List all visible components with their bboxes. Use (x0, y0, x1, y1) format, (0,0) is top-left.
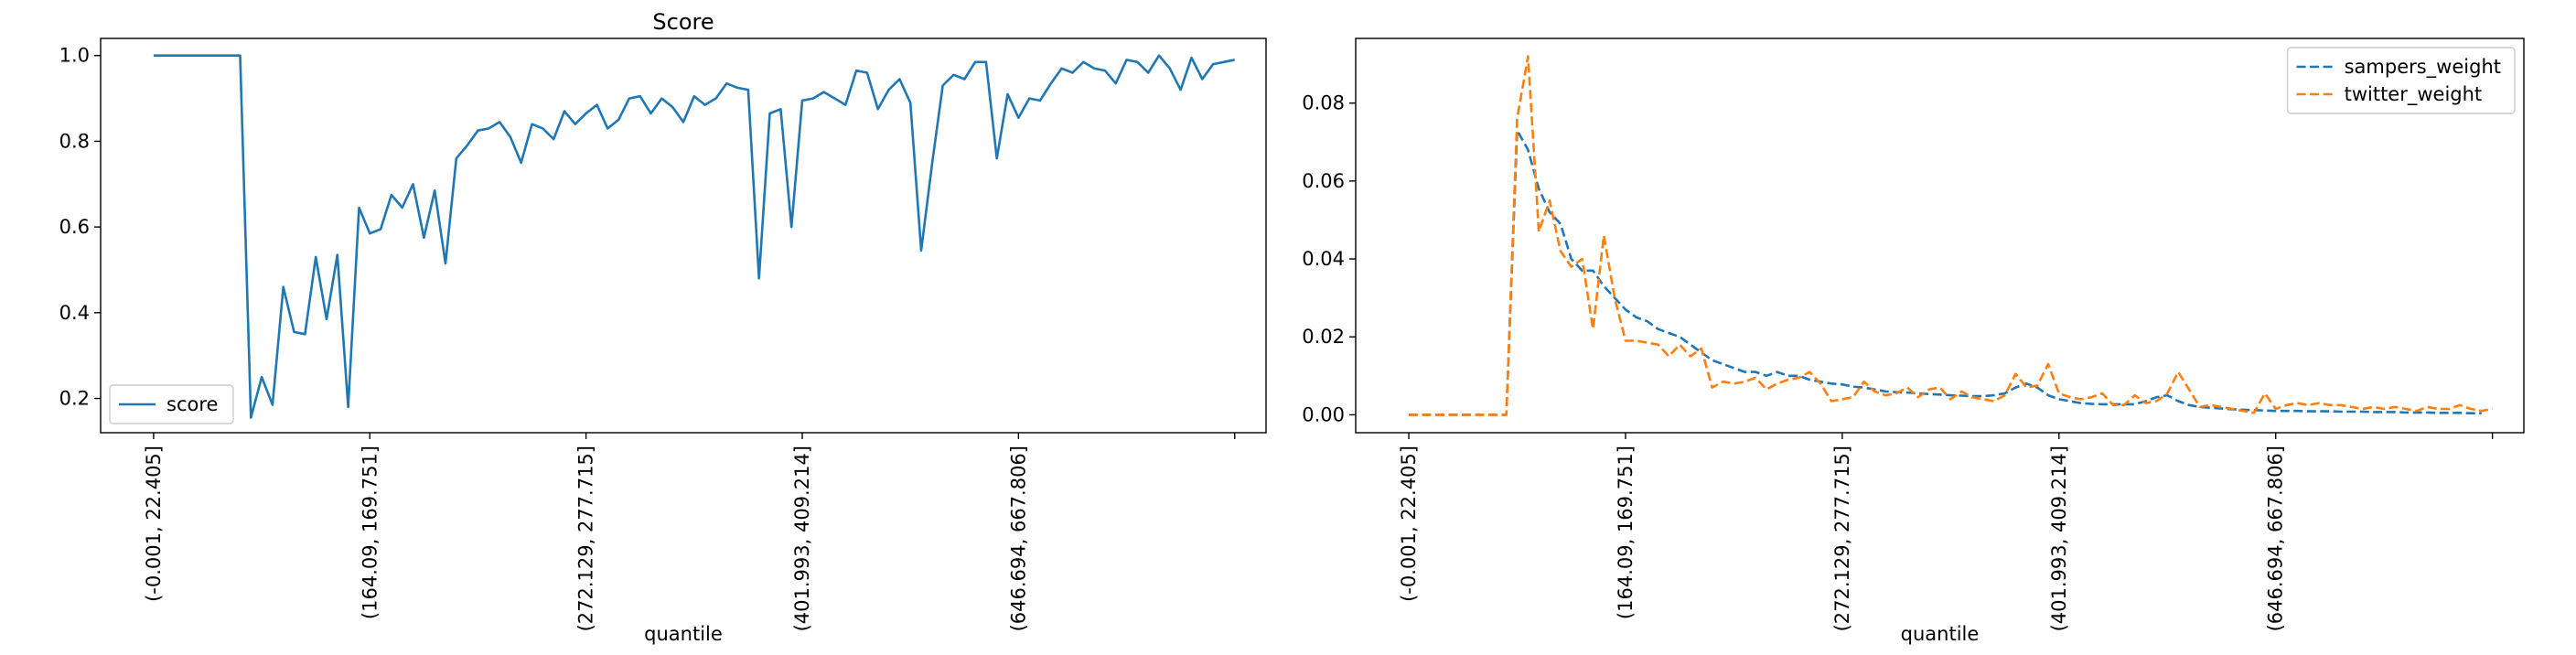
y-tick-label: 0.02 (1302, 326, 1345, 348)
series-line-sampers_weight (1409, 129, 2482, 416)
legend-label: score (166, 393, 218, 415)
chart-panel-1: Score 0.2 0.4 0.6 0.8 1.0 (-0.001, 22.405] (164… (59, 9, 1267, 645)
plot-area-frame (1355, 38, 2525, 434)
chart-panel-2: 0.00 0.02 0.04 0.06 0.08 (-0.001, 22.405] (164… (1302, 38, 2525, 645)
x-tick-label: (164.09, 169.751] (1615, 446, 1637, 619)
y-tick-label: 0.2 (59, 388, 90, 410)
y-tick-label: 0.4 (59, 302, 90, 324)
x-tick-label: (646.694, 667.806] (2265, 446, 2287, 631)
y-tick-label: 0.04 (1302, 248, 1345, 270)
x-tick-label: (-0.001, 22.405] (1398, 446, 1420, 602)
legend: score (109, 384, 234, 424)
x-axis-label: quantile (644, 623, 723, 645)
x-tick-label: (272.129, 277.715] (575, 446, 597, 631)
y-tick-label: 0.06 (1302, 170, 1345, 192)
legend-label: twitter_weight (2345, 83, 2483, 106)
x-tick-label: (-0.001, 22.405] (143, 446, 165, 602)
x-axis-label: quantile (1901, 623, 1980, 645)
y-tick-label: 0.08 (1302, 92, 1345, 114)
y-tick-label: 0.8 (59, 130, 90, 152)
y-tick-label: 0.00 (1302, 403, 1345, 425)
x-tick-label: (646.694, 667.806] (1007, 446, 1029, 631)
series-line-score (153, 54, 1235, 419)
y-tick-label: 1.0 (59, 45, 90, 67)
plot-area-frame (100, 38, 1267, 434)
legend: sampers_weight twitter_weight (2286, 47, 2516, 114)
x-tick-label: (272.129, 277.715] (1831, 446, 1853, 631)
chart-title: Score (652, 9, 714, 35)
x-tick-label: (401.993, 409.214] (2048, 446, 2070, 631)
x-tick-label: (401.993, 409.214] (791, 446, 813, 631)
series-line-twitter_weight (1409, 55, 2493, 416)
legend-label: sampers_weight (2345, 56, 2501, 79)
y-tick-label: 0.6 (59, 216, 90, 238)
legend-box (109, 384, 234, 424)
x-tick-label: (164.09, 169.751] (359, 446, 381, 619)
legend-box (2286, 47, 2516, 114)
